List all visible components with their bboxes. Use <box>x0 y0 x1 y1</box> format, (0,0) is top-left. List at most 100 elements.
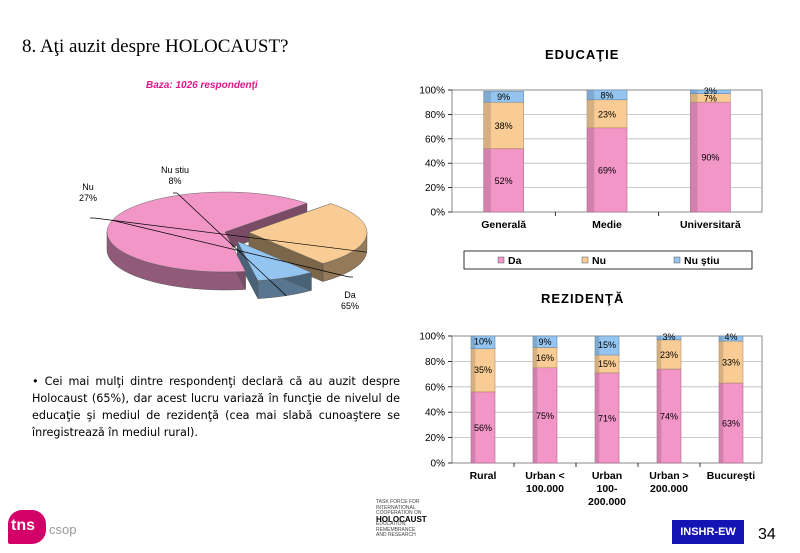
task-force-line: HOLOCAUST <box>376 514 427 524</box>
bar-segment-shade <box>719 336 724 342</box>
y-tick-label: 60% <box>425 134 445 145</box>
residence-chart: 0% 20% 40% 60% 80% 100% 56% 35% 10% Rural 75% 16% 9%… <box>419 332 763 508</box>
pie-slice-label: Nu <box>82 182 94 192</box>
pie-slice-label: Da <box>344 290 356 300</box>
bar-segment-shade <box>595 336 600 356</box>
bar-segment-shade <box>471 347 476 392</box>
x-category-label: Urban <box>592 470 622 482</box>
education-chart-title: EDUCAŢIE <box>545 47 620 62</box>
y-tick-label: 80% <box>425 110 445 121</box>
x-category-label: Rural <box>470 470 497 482</box>
bar-value-label: 10% <box>474 337 492 347</box>
bar-value-label: 90% <box>701 153 719 163</box>
bar-value-label: 38% <box>495 121 513 131</box>
bar-value-label: 9% <box>538 337 551 347</box>
x-category-label: Urban < <box>525 470 564 482</box>
bar-segment-shade <box>483 102 491 149</box>
task-force-line: AND RESEARCH <box>376 532 416 538</box>
slide-title: 8. Aţi auzit despre HOLOCAUST? <box>22 36 289 57</box>
task-force-logo: TASK FORCE FOR INTERNATIONAL COOPERATION… <box>376 499 432 544</box>
residence-chart-title: REZIDENŢĂ <box>541 291 625 306</box>
pie-leader-line <box>173 192 287 296</box>
bar-segment-shade <box>587 99 595 128</box>
bar-value-label: 69% <box>598 165 616 175</box>
legend-swatch <box>581 256 589 264</box>
pie-slice-label: Nu stiu <box>161 165 189 175</box>
legend-label: Nu <box>592 255 606 267</box>
y-tick-label: 40% <box>425 408 445 419</box>
y-tick-label: 40% <box>425 159 445 170</box>
bar-segment-shade <box>587 90 595 100</box>
tns-logo-text: tns <box>11 517 35 534</box>
bar-segment-shade <box>471 391 476 463</box>
bar-segment-shade <box>483 91 491 103</box>
bar-value-label: 3% <box>704 86 717 96</box>
education-chart: 0% 20% 40% 60% 80% 100% 52% 38% 9% Generală 69% 23%… <box>419 86 763 270</box>
summary-note: • Cei mai mulţi dintre respondenţi decla… <box>32 375 400 439</box>
bar-value-label: 23% <box>598 109 616 119</box>
x-category-label: 100.000 <box>526 483 564 495</box>
bar-segment-shade <box>471 336 476 349</box>
y-tick-label: 20% <box>425 433 445 444</box>
task-force-line: REMEMBRANCE <box>376 526 416 533</box>
bar-value-label: 71% <box>598 413 616 423</box>
y-tick-label: 0% <box>431 459 446 470</box>
pie-leader-line <box>112 219 353 278</box>
legend-box <box>463 250 753 270</box>
pie-leader-line <box>90 217 367 253</box>
y-tick-label: 20% <box>425 183 445 194</box>
bar-segment-shade <box>690 93 698 103</box>
legend-swatch <box>673 256 681 264</box>
pie-slice-value: 65% <box>341 301 359 311</box>
y-tick-label: 100% <box>419 86 445 97</box>
bar-value-label: 35% <box>474 365 492 375</box>
legend-label: Nu ştiu <box>684 255 720 267</box>
x-category-label: Generală <box>481 219 526 231</box>
bar-segment-shade <box>657 369 662 463</box>
bar-segment-shade <box>587 127 595 212</box>
csop-logo-text: csop <box>49 522 77 537</box>
bar-segment-shade <box>657 336 662 340</box>
bar-value-label: 3% <box>662 332 675 342</box>
bar-value-label: 4% <box>724 332 737 342</box>
bar-segment <box>483 90 524 103</box>
legend-label: Da <box>508 255 522 267</box>
x-category-label: Medie <box>592 219 622 231</box>
bar-value-label: 56% <box>474 423 492 433</box>
bar-value-label: 74% <box>660 412 678 422</box>
bar-value-label: 33% <box>722 358 740 368</box>
bar-segment-shade <box>690 90 698 94</box>
x-category-label: Urban > <box>649 470 688 482</box>
bar-segment-shade <box>719 382 724 463</box>
task-force-line: TASK FORCE FOR <box>376 499 420 505</box>
pie-slice <box>236 240 313 281</box>
bar-value-label: 7% <box>704 94 717 104</box>
bar-value-label: 15% <box>598 340 616 350</box>
task-force-line: COOPERATION ON <box>376 510 422 516</box>
y-tick-label: 80% <box>425 357 445 368</box>
inshr-badge: INSHR-EW <box>672 520 744 544</box>
bar-value-label: 75% <box>536 411 554 421</box>
bar-value-label: 15% <box>598 359 616 369</box>
x-category-label: 200.000 <box>650 483 688 495</box>
y-tick-label: 0% <box>431 208 446 219</box>
x-category-label: 200.000 <box>588 496 626 508</box>
legend-swatch <box>497 256 505 264</box>
bar-value-label: 8% <box>600 90 613 100</box>
bar-value-label: 23% <box>660 350 678 360</box>
bar-segment-shade <box>533 367 538 463</box>
bar-segment-shade <box>595 353 600 373</box>
page-number: 34 <box>758 526 776 543</box>
bar-value-label: 9% <box>497 92 510 102</box>
pie-base-label: Baza: 1026 respondenţi <box>146 80 258 91</box>
task-force-line: EDUCATION, <box>376 521 407 527</box>
bar-segment-shade <box>690 102 698 212</box>
bar-segment-shade <box>595 372 600 463</box>
bar-segment-shade <box>483 148 491 212</box>
x-category-label: 100- <box>596 483 618 495</box>
bar-segment-shade <box>657 339 662 370</box>
bar-segment-shade <box>533 347 538 368</box>
bar-segment-shade <box>719 341 724 383</box>
y-tick-label: 60% <box>425 382 445 393</box>
